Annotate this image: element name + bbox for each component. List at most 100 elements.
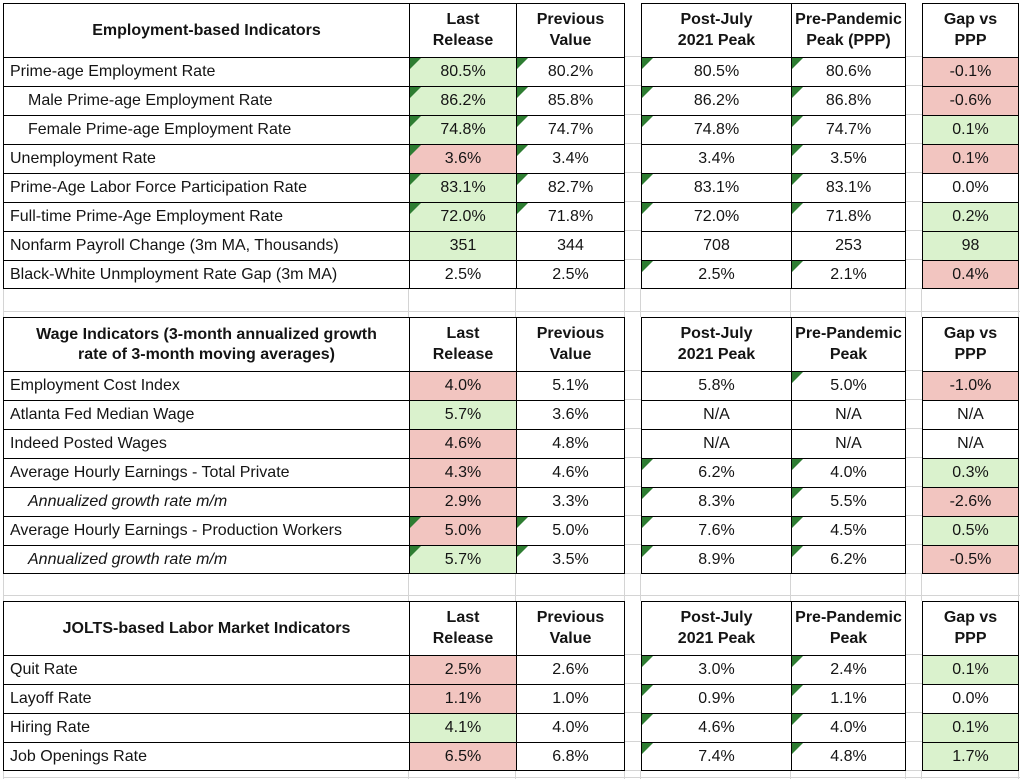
value-cell[interactable]: 74.8%	[409, 115, 516, 144]
row-label-cell[interactable]: Full-time Prime-Age Employment Rate	[3, 202, 409, 231]
value-cell[interactable]: 4.0%	[791, 458, 906, 487]
value-cell[interactable]: 83.1%	[641, 173, 791, 202]
value-cell[interactable]: 2.9%	[409, 487, 516, 516]
value-cell[interactable]: 6.8%	[516, 742, 625, 771]
value-cell[interactable]: 98	[922, 231, 1019, 260]
value-cell[interactable]: -0.1%	[922, 57, 1019, 86]
row-label-cell[interactable]: Unemployment Rate	[3, 144, 409, 173]
value-cell[interactable]: 7.6%	[641, 516, 791, 545]
value-cell[interactable]: 253	[791, 231, 906, 260]
value-cell[interactable]: 0.5%	[922, 516, 1019, 545]
table-title[interactable]: JOLTS-based Labor Market Indicators	[3, 601, 409, 655]
value-cell[interactable]: 71.8%	[516, 202, 625, 231]
value-cell[interactable]: 5.1%	[516, 371, 625, 400]
value-cell[interactable]: 74.8%	[641, 115, 791, 144]
row-label-cell[interactable]: Average Hourly Earnings - Production Wor…	[3, 516, 409, 545]
value-cell[interactable]: 6.2%	[791, 545, 906, 574]
row-label-cell[interactable]: Average Hourly Earnings - Total Private	[3, 458, 409, 487]
value-cell[interactable]: N/A	[791, 400, 906, 429]
row-label-cell[interactable]: Atlanta Fed Median Wage	[3, 400, 409, 429]
row-label-cell[interactable]: Nonfarm Payroll Change (3m MA, Thousands…	[3, 231, 409, 260]
value-cell[interactable]: -2.6%	[922, 487, 1019, 516]
value-cell[interactable]: N/A	[641, 429, 791, 458]
value-cell[interactable]: 3.5%	[516, 545, 625, 574]
column-header[interactable]: Previous Value	[516, 3, 625, 57]
column-header[interactable]: Last Release	[409, 3, 516, 57]
value-cell[interactable]: -0.6%	[922, 86, 1019, 115]
row-label-cell[interactable]: Male Prime-age Employment Rate	[3, 86, 409, 115]
value-cell[interactable]: 1.1%	[791, 684, 906, 713]
row-label-cell[interactable]: Indeed Posted Wages	[3, 429, 409, 458]
value-cell[interactable]: 4.6%	[641, 713, 791, 742]
value-cell[interactable]: 3.4%	[641, 144, 791, 173]
value-cell[interactable]: 85.8%	[516, 86, 625, 115]
value-cell[interactable]: 0.1%	[922, 713, 1019, 742]
value-cell[interactable]: 2.5%	[409, 655, 516, 684]
row-label-cell[interactable]: Layoff Rate	[3, 684, 409, 713]
value-cell[interactable]: 0.9%	[641, 684, 791, 713]
value-cell[interactable]: 5.0%	[791, 371, 906, 400]
value-cell[interactable]: 2.5%	[641, 260, 791, 289]
row-label-cell[interactable]: Black-White Unmployment Rate Gap (3m MA)	[3, 260, 409, 289]
column-header[interactable]: Last Release	[409, 317, 516, 371]
column-header[interactable]: Pre-Pandemic Peak	[791, 317, 906, 371]
column-header[interactable]: Previous Value	[516, 601, 625, 655]
value-cell[interactable]: 3.6%	[409, 144, 516, 173]
table-title[interactable]: Wage Indicators (3-month annualized grow…	[3, 317, 409, 371]
value-cell[interactable]: 2.1%	[791, 260, 906, 289]
value-cell[interactable]: 351	[409, 231, 516, 260]
table-title[interactable]: Employment-based Indicators	[3, 3, 409, 57]
row-label-cell[interactable]: Quit Rate	[3, 655, 409, 684]
value-cell[interactable]: 3.6%	[516, 400, 625, 429]
value-cell[interactable]: 2.5%	[516, 260, 625, 289]
column-header[interactable]: Post-July 2021 Peak	[641, 3, 791, 57]
row-label-cell[interactable]: Annualized growth rate m/m	[3, 545, 409, 574]
value-cell[interactable]: 0.3%	[922, 458, 1019, 487]
value-cell[interactable]: 3.4%	[516, 144, 625, 173]
value-cell[interactable]: 86.2%	[641, 86, 791, 115]
value-cell[interactable]: 3.0%	[641, 655, 791, 684]
column-header[interactable]: Gap vs PPP	[922, 601, 1019, 655]
column-header[interactable]: Pre-Pandemic Peak	[791, 601, 906, 655]
value-cell[interactable]: 6.5%	[409, 742, 516, 771]
row-label-cell[interactable]: Job Openings Rate	[3, 742, 409, 771]
value-cell[interactable]: 0.0%	[922, 684, 1019, 713]
value-cell[interactable]: 0.1%	[922, 655, 1019, 684]
value-cell[interactable]: 80.5%	[641, 57, 791, 86]
value-cell[interactable]: 8.3%	[641, 487, 791, 516]
value-cell[interactable]: 1.0%	[516, 684, 625, 713]
value-cell[interactable]: 4.8%	[791, 742, 906, 771]
value-cell[interactable]: 80.6%	[791, 57, 906, 86]
value-cell[interactable]: 2.4%	[791, 655, 906, 684]
value-cell[interactable]: 80.5%	[409, 57, 516, 86]
value-cell[interactable]: N/A	[641, 400, 791, 429]
value-cell[interactable]: 5.0%	[516, 516, 625, 545]
row-label-cell[interactable]: Female Prime-age Employment Rate	[3, 115, 409, 144]
value-cell[interactable]: 4.8%	[516, 429, 625, 458]
value-cell[interactable]: 6.2%	[641, 458, 791, 487]
value-cell[interactable]: N/A	[922, 429, 1019, 458]
value-cell[interactable]: 5.5%	[791, 487, 906, 516]
value-cell[interactable]: 4.1%	[409, 713, 516, 742]
value-cell[interactable]: 0.0%	[922, 173, 1019, 202]
value-cell[interactable]: 72.0%	[641, 202, 791, 231]
row-label-cell[interactable]: Prime-age Employment Rate	[3, 57, 409, 86]
column-header[interactable]: Previous Value	[516, 317, 625, 371]
value-cell[interactable]: 7.4%	[641, 742, 791, 771]
value-cell[interactable]: 83.1%	[409, 173, 516, 202]
value-cell[interactable]: -1.0%	[922, 371, 1019, 400]
value-cell[interactable]: 2.6%	[516, 655, 625, 684]
value-cell[interactable]: 8.9%	[641, 545, 791, 574]
value-cell[interactable]: 5.7%	[409, 545, 516, 574]
value-cell[interactable]: 71.8%	[791, 202, 906, 231]
row-label-cell[interactable]: Hiring Rate	[3, 713, 409, 742]
row-label-cell[interactable]: Prime-Age Labor Force Participation Rate	[3, 173, 409, 202]
value-cell[interactable]: 3.3%	[516, 487, 625, 516]
value-cell[interactable]: 0.4%	[922, 260, 1019, 289]
value-cell[interactable]: 74.7%	[516, 115, 625, 144]
column-header[interactable]: Post-July 2021 Peak	[641, 317, 791, 371]
value-cell[interactable]: 4.0%	[409, 371, 516, 400]
column-header[interactable]: Last Release	[409, 601, 516, 655]
value-cell[interactable]: 4.0%	[791, 713, 906, 742]
value-cell[interactable]: 2.5%	[409, 260, 516, 289]
